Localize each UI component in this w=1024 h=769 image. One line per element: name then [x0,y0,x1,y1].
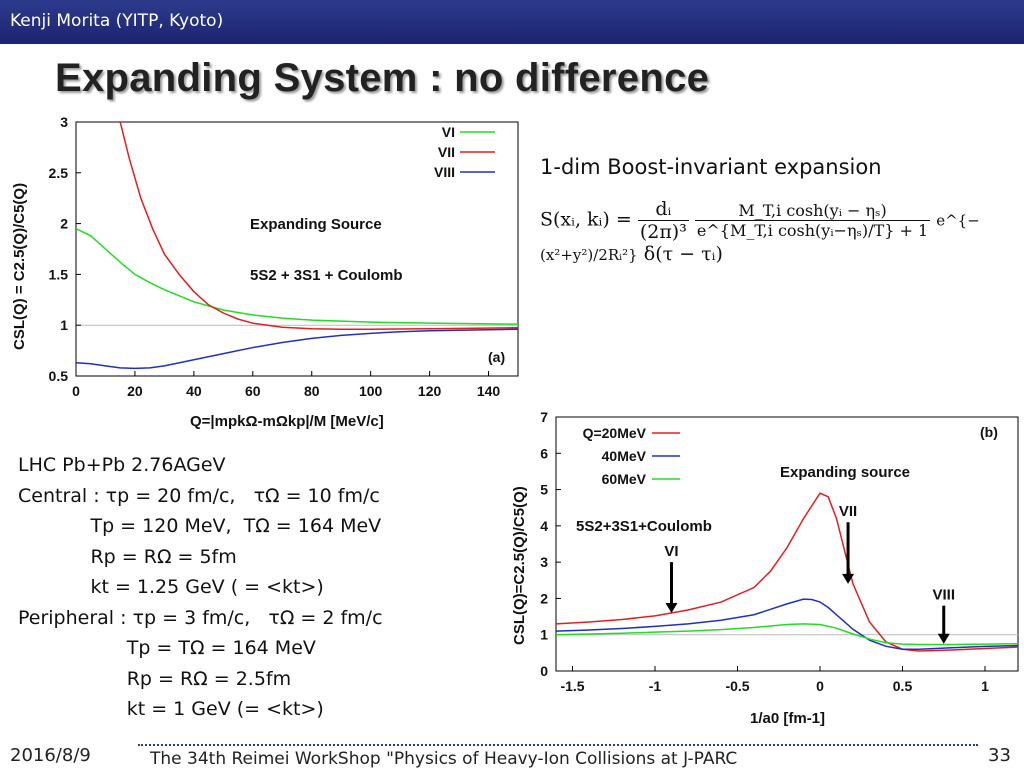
chart-a-series-2-line [119,122,518,331]
chart-b-ytick-label: 7 [540,409,548,425]
collision-parameters: LHC Pb+Pb 2.76AGeV Central : τp = 20 fm/… [18,450,383,725]
param-line: LHC Pb+Pb 2.76AGeV [18,454,226,476]
chart-a-ytick-label: 3 [60,114,68,130]
chart-a-legend-label: VII [438,144,455,160]
chart-a-xtick-label: 140 [477,383,501,399]
chart-a: 0 20 40 60 80 100 120 140 0.5 1 1.5 2 2.5 3 Expanding… [11,114,519,430]
chart-b-arrow-head [665,602,678,613]
chart-b-xtick-label: -0.5 [725,678,749,694]
chart-a-xtick-label: 0 [72,383,80,399]
chart-a-xtick-label: 80 [304,383,320,399]
chart-b-arrow-label: VII [839,503,857,520]
chart-b-arrow-label: VIII [932,587,955,604]
chart-b-legend-label: 40MeV [602,448,647,464]
chart-b-panel-label: (b) [980,424,998,440]
param-line: Tp = 120 MeV, TΩ = 164 MeV [18,515,382,537]
chart-a-legend-label: VIII [434,164,455,180]
chart-b-arrow-head [937,633,950,644]
slide-title: Expanding System : no difference [55,56,710,100]
header-bar: Kenji Morita (YITP, Kyoto) [0,0,1024,44]
chart-a-annotation-source: Expanding Source [250,216,382,233]
chart-b-arrow-head [842,573,855,584]
chart-a-xtick-label: 100 [359,383,383,399]
chart-a-xtick-label: 40 [186,383,202,399]
chart-a-legend-label: VI [442,124,455,140]
chart-a-annotation-states: 5S2 + 3S1 + Coulomb [250,267,403,284]
footer-date: 2016/8/9 [10,745,91,766]
formula-delta: δ(τ − τᵢ) [643,243,723,265]
expansion-subtitle: 1-dim Boost-invariant expansion [540,155,882,179]
chart-a-xlabel: Q=|mpkΩ-mΩkp|/M [MeV/c] [190,413,384,430]
formula-lhs: S(xᵢ, kᵢ) = [540,208,632,231]
chart-b-xtick-label: 0 [816,678,824,694]
chart-b-ytick-label: 4 [540,518,548,534]
page-number: 33 [988,745,1011,766]
chart-b-xlabel: 1/a0 [fm-1] [750,710,825,727]
chart-a-panel-label: (a) [488,349,505,365]
chart-a-ytick-label: 2.5 [49,165,69,181]
chart-b-series-1-line [556,492,1018,652]
chart-b-ytick-label: 6 [540,445,548,461]
chart-b-ylabel: CSL(Q)=C2.5(Q)/C5(Q) [511,486,528,645]
formula-frac2-num: M_T,i cosh(yᵢ − ηₛ) [694,201,931,221]
source-function-formula: S(xᵢ, kᵢ) = dᵢ (2π)³ M_T,i cosh(yᵢ − ηₛ)… [540,198,1024,265]
param-line: Rp = RΩ = 5fm [18,545,237,568]
formula-fraction-2: M_T,i cosh(yᵢ − ηₛ) e^{M_T,i cosh(yᵢ−ηₛ)… [694,201,931,240]
chart-a-xtick-label: 60 [245,383,261,399]
chart-b-frame [555,416,1019,672]
param-line: Peripheral : τp = 3 fm/c, τΩ = 2 fm/c [18,606,383,629]
chart-a-ytick-label: 2 [60,216,68,232]
chart-b-annotation-source: Expanding source [780,464,910,481]
chart-a-xtick-label: 20 [127,383,143,399]
footer-divider [138,744,978,746]
chart-b-annotation-states: 5S2+3S1+Coulomb [576,518,712,535]
chart-a-ytick-label: 1.5 [49,266,69,282]
chart-b-series-2-line [556,598,1018,650]
chart-b-series-3-line [556,623,1018,646]
chart-a-series-1-line [76,228,518,325]
chart-b: -1.5 -1 -0.5 0 0.5 1 0 1 2 3 4 5 6 7 Expanding source… [511,409,1019,727]
param-line: Tp = TΩ = 164 MeV [18,637,316,659]
chart-b-legend-label: Q=20MeV [583,425,647,441]
param-line: Rp = RΩ = 2.5fm [18,667,292,690]
author-label: Kenji Morita (YITP, Kyoto) [10,11,224,31]
chart-b-ytick-label: 3 [540,554,548,570]
formula-exponential: e^{−(x²+y²)/2Rᵢ²} [540,211,980,265]
chart-b-xtick-label: 0.5 [893,678,913,694]
chart-b-ytick-label: 1 [540,627,548,643]
chart-b-xtick-label: 1 [981,678,989,694]
formula-fraction-1: dᵢ (2π)³ [637,198,689,243]
chart-a-xtick-label: 120 [418,383,442,399]
chart-a-ytick-label: 0.5 [49,368,69,384]
chart-a-frame [75,121,519,377]
chart-a-ylabel: CSL(Q) = C2.5(Q)/C5(Q) [11,183,28,350]
param-line: Central : τp = 20 fm/c, τΩ = 10 fm/c [18,484,380,507]
chart-b-ytick-label: 0 [540,663,548,679]
footer-event: The 34th Reimei WorkShop "Physics of Hea… [150,749,738,769]
chart-b-legend-label: 60MeV [602,471,647,487]
chart-b-arrow-label: VI [664,543,678,560]
chart-b-xtick-label: -1.5 [560,678,584,694]
formula-frac2-den: e^{M_T,i cosh(yᵢ−ηₛ)/T} + 1 [696,221,929,240]
chart-b-ytick-label: 5 [540,482,548,498]
chart-a-series-3-line [76,328,518,370]
param-line: kt = 1.25 GeV ( = <kt>) [18,576,324,598]
chart-b-xtick-label: -1 [649,678,662,694]
formula-frac1-den: (2π)³ [639,221,687,243]
chart-a-ytick-label: 1 [60,317,68,333]
chart-b-ytick-label: 2 [540,590,548,606]
formula-frac1-num: dᵢ [637,198,689,221]
param-line: kt = 1 GeV (= <kt>) [18,698,324,720]
